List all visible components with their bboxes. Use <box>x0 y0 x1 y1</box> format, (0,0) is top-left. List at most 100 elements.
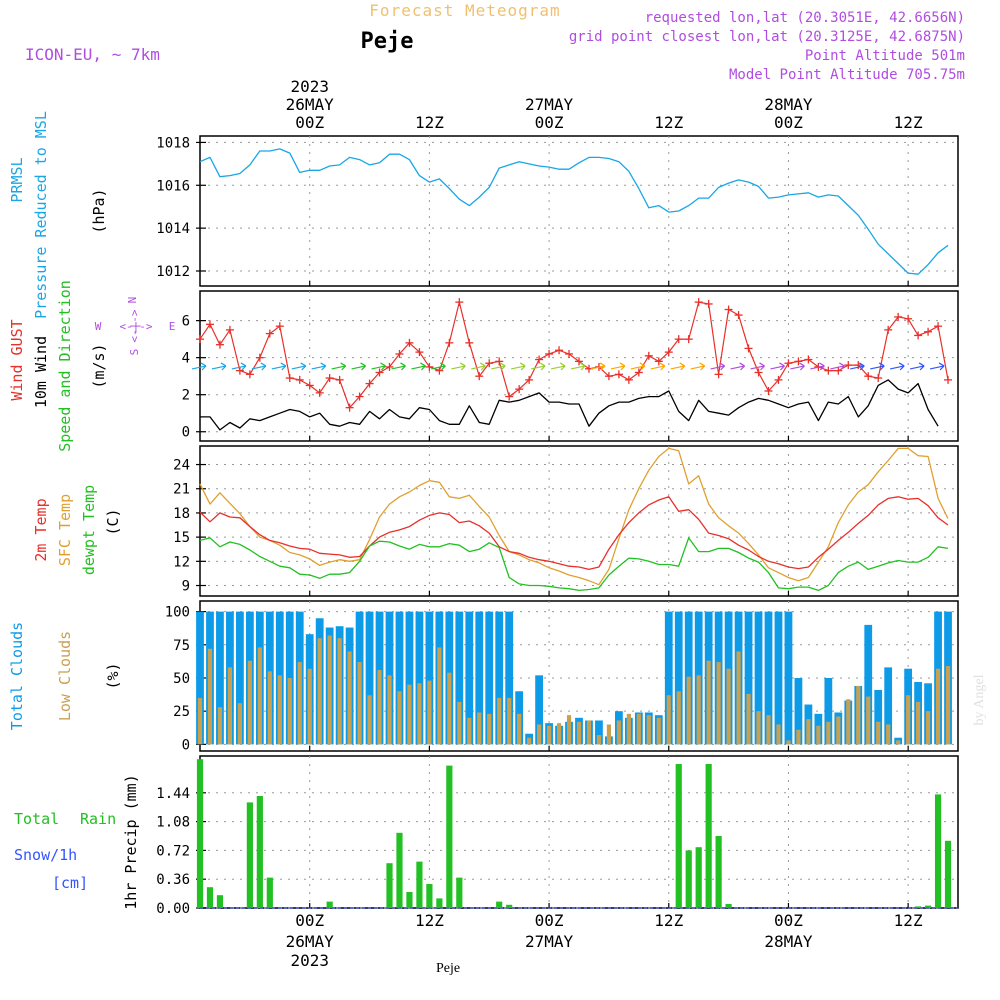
wind-direction-arrow <box>451 362 466 371</box>
wind-direction-arrow <box>670 362 686 371</box>
gust-marker <box>734 311 743 320</box>
wind-arrow-head <box>519 362 526 371</box>
ytick-label-clouds-4: 100 <box>165 605 190 621</box>
label-snow: Snow/1h <box>14 846 77 864</box>
bottom-date-0: 26MAY <box>286 932 335 951</box>
wind-arrow-shaft <box>770 365 785 370</box>
gust-marker <box>395 349 404 358</box>
wind-arrow-head <box>260 362 267 371</box>
total-cloud-bar <box>794 677 803 745</box>
wind-direction-arrow <box>371 362 386 371</box>
wind-arrow-head <box>839 362 845 371</box>
wind-arrow-head <box>360 362 367 371</box>
ytick-label-clouds-2: 50 <box>173 671 190 687</box>
wind-arrow-shaft <box>570 365 586 370</box>
wind-arrow-shaft <box>371 365 386 370</box>
low-cloud-bar <box>437 647 442 745</box>
low-cloud-bar <box>307 668 312 745</box>
total-cloud-bar <box>535 675 543 745</box>
wind-arrow-shaft <box>351 365 366 370</box>
wind-arrow-shaft <box>431 365 446 370</box>
top-date-1: 27MAY <box>525 95 574 114</box>
top-time-tick-1: 12Z <box>415 113 444 132</box>
wind-arrow-shaft <box>331 365 346 370</box>
wind-arrow-head <box>440 362 446 371</box>
wind-direction-arrow <box>251 362 267 371</box>
wind-arrow-shaft <box>630 365 645 370</box>
total-cloud-bar <box>784 611 793 745</box>
gust-marker <box>664 348 673 357</box>
gust-marker <box>295 375 304 384</box>
wind-arrow-head <box>240 362 247 371</box>
wind-arrow-head <box>460 362 466 371</box>
low-cloud-bar <box>477 712 482 745</box>
wind-arrow-head <box>300 362 307 371</box>
low-cloud-bar <box>407 684 412 745</box>
gust-marker <box>575 357 583 366</box>
label-pressure-msl: Pressure Reduced to MSL <box>32 111 50 319</box>
gust-marker <box>634 368 643 377</box>
wind-direction-arrow <box>630 362 646 371</box>
low-cloud-bar <box>397 691 402 745</box>
low-cloud-bar <box>856 685 861 745</box>
wind-arrow-head <box>659 362 666 371</box>
label-prmsl: PRMSL <box>8 157 26 202</box>
low-cloud-bar <box>227 667 233 745</box>
gust-marker <box>225 325 234 334</box>
wind-arrow-shaft <box>391 365 406 370</box>
total-cloud-bar <box>874 689 883 745</box>
gust-marker <box>385 362 394 371</box>
wind-direction-arrow <box>850 362 865 371</box>
gust-marker <box>525 375 534 384</box>
label-c: (C) <box>104 508 122 535</box>
label-10m-wind: 10m Wind <box>32 336 50 408</box>
low-cloud-bar <box>925 711 931 745</box>
gust-marker <box>196 335 204 344</box>
low-cloud-bar <box>287 677 292 745</box>
header: Forecast Meteogram Peje ICON-EU, ~ 7km r… <box>25 1 987 976</box>
total-cloud-bar <box>864 624 873 745</box>
rain-bar <box>396 832 403 908</box>
low-cloud-bar <box>696 675 701 745</box>
gust-marker <box>804 355 813 364</box>
low-cloud-bar <box>566 715 572 745</box>
wind-arrow-head <box>619 362 626 371</box>
total-cloud-bar <box>465 611 474 745</box>
low-cloud-bar <box>297 662 302 745</box>
rain-bar <box>436 898 443 908</box>
low-cloud-bar <box>686 676 691 745</box>
wind-arrow-shaft <box>730 365 745 370</box>
wind-arrow-head <box>918 362 925 371</box>
low-cloud-bar <box>945 666 951 745</box>
wind-arrow-head <box>579 362 586 371</box>
ytick-label-wind-2: 4 <box>182 351 190 367</box>
label-speed-direction: Speed and Direction <box>56 280 74 452</box>
top-year: 2023 <box>290 77 329 96</box>
ytick-label-clouds-1: 25 <box>173 704 190 720</box>
wind-arrow-shaft <box>850 365 865 370</box>
wind-direction-arrow <box>650 362 666 371</box>
wind-direction-arrow <box>351 362 367 371</box>
low-cloud-bar <box>766 715 771 745</box>
low-cloud-bar <box>277 675 282 745</box>
wind-arrow-head <box>679 362 686 371</box>
wind-arrow-head <box>799 362 805 371</box>
wind-arrow-shaft <box>710 365 725 370</box>
low-cloud-bar <box>377 670 382 745</box>
low-cloud-bar <box>756 711 761 745</box>
wind-direction-arrow <box>590 362 606 371</box>
gust-marker <box>784 359 793 368</box>
gust-marker <box>754 368 763 377</box>
gust-marker <box>844 361 853 370</box>
wind-arrow-head <box>779 362 785 371</box>
label-rain: Rain <box>80 810 116 828</box>
low-cloud-bar <box>417 683 422 745</box>
gust-marker <box>495 357 504 366</box>
total-cloud-bar <box>495 611 504 745</box>
top-time-tick-3: 12Z <box>654 113 683 132</box>
total-cloud-bar <box>774 611 783 745</box>
wind-arrow-shaft <box>451 365 466 370</box>
total-cloud-bar <box>405 611 414 745</box>
wind-arrow-shaft <box>191 365 207 370</box>
wind-arrow-head <box>759 362 765 371</box>
